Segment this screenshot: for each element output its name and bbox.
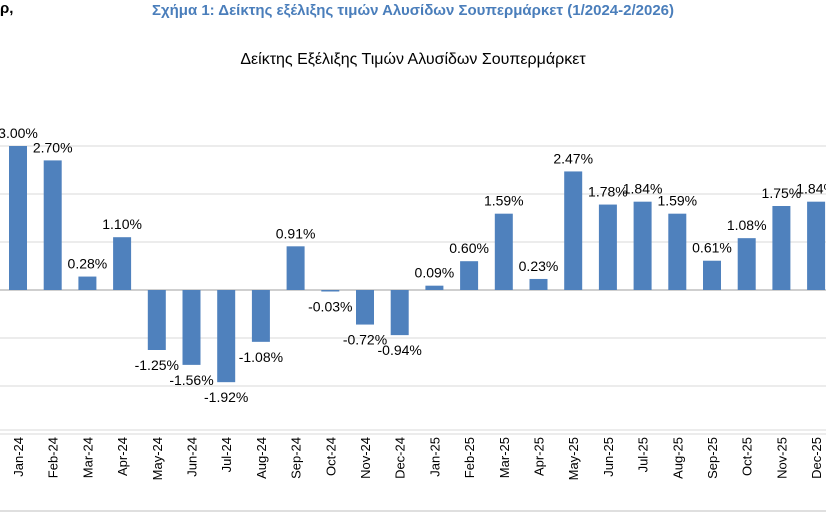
x-tick-label: Jan-24 — [11, 437, 26, 477]
bar-may-25 — [564, 171, 583, 290]
x-tick-label: Sep-24 — [289, 437, 304, 479]
x-tick-label: Mar-25 — [497, 437, 512, 478]
bar-aug-24 — [251, 290, 270, 342]
bar-mar-24 — [78, 276, 97, 290]
data-label: 1.78% — [588, 184, 628, 200]
bar-feb-25 — [460, 261, 479, 290]
bar-may-24 — [147, 290, 166, 350]
data-label: 1.59% — [484, 193, 524, 209]
bar-feb-24 — [43, 160, 62, 290]
gridlines — [0, 145, 826, 512]
x-tick-label: Jul-24 — [219, 437, 234, 472]
data-label: 2.70% — [33, 139, 73, 155]
data-label: 1.84% — [623, 181, 663, 197]
data-labels: 3.00%2.70% 0.28% 1.10% -1.25%-1.56%-1.92% -1… — [0, 125, 826, 405]
bar-sep-24 — [286, 246, 305, 290]
bar-nov-25 — [772, 206, 791, 290]
bar-dec-24 — [390, 290, 409, 336]
data-label: 0.28% — [68, 256, 108, 272]
bar-oct-24 — [321, 290, 340, 292]
data-label: 1.84% — [796, 181, 826, 197]
data-label: 1.75% — [762, 185, 802, 201]
data-label: 0.91% — [276, 225, 316, 241]
x-tick-label: Jul-25 — [636, 437, 651, 472]
data-label: 1.10% — [102, 216, 142, 232]
x-tick-label: May-25 — [566, 437, 581, 480]
figure-caption: Σχήμα 1: Δείκτης εξέλιξης τιμών Αλυσίδων… — [151, 2, 675, 19]
data-label: 0.23% — [519, 258, 559, 274]
bar-dec-25 — [807, 201, 826, 290]
x-tick-labels: Jan-24 Feb-24 Mar-24 Apr-24 May-24 Jun-24 Jul-… — [11, 437, 824, 480]
data-label: 0.09% — [415, 265, 455, 281]
x-tick-label: Jun-24 — [185, 437, 200, 477]
x-tick-label: May-24 — [150, 437, 165, 480]
x-tick-label: Jun-25 — [601, 437, 616, 477]
data-label: 1.08% — [727, 217, 767, 233]
x-tick-label: Nov-24 — [358, 437, 373, 479]
data-label: -0.72% — [343, 332, 387, 348]
x-tick-label: Mar-24 — [80, 437, 95, 478]
bars — [9, 146, 826, 383]
x-tick-label: Apr-24 — [115, 437, 130, 476]
bar-jan-25 — [425, 285, 444, 290]
data-label: -0.03% — [308, 298, 352, 314]
x-tick-label: Aug-25 — [670, 437, 685, 479]
x-tick-label: Apr-25 — [532, 437, 547, 476]
data-label: -1.92% — [204, 389, 248, 405]
bar-aug-25 — [668, 213, 687, 290]
x-tick-label: Oct-25 — [740, 437, 755, 476]
chart-title: Δείκτης Εξέλιξης Τιμών Αλυσίδων Σουπερμά… — [240, 51, 586, 68]
x-tick-label: Jan-25 — [427, 437, 442, 477]
bar-jan-24 — [9, 146, 27, 290]
x-tick-label: Dec-25 — [809, 437, 824, 479]
x-tick-label: Feb-24 — [46, 437, 61, 478]
x-tick-label: Dec-24 — [393, 437, 408, 479]
x-tick-label: Sep-25 — [705, 437, 720, 479]
bar-jun-25 — [598, 204, 617, 290]
data-label: -1.25% — [135, 357, 179, 373]
bar-oct-25 — [737, 238, 756, 290]
bar-jul-25 — [633, 201, 652, 290]
data-label: 1.59% — [657, 193, 697, 209]
data-label: 0.60% — [449, 240, 489, 256]
bar-apr-24 — [113, 237, 132, 290]
data-label: 0.61% — [692, 240, 732, 256]
bar-jun-24 — [182, 290, 201, 365]
x-tick-label: Aug-24 — [254, 437, 269, 479]
x-tick-label: Feb-25 — [462, 437, 477, 478]
data-label: 2.47% — [553, 150, 593, 166]
bar-nov-24 — [356, 290, 374, 325]
x-tick-label: Nov-25 — [774, 437, 789, 479]
corner-mark: ρ, — [0, 0, 14, 17]
data-label: -1.08% — [239, 349, 283, 365]
data-label: -0.94% — [378, 342, 422, 358]
bar-jul-24 — [217, 290, 236, 383]
bar-apr-25 — [529, 278, 548, 290]
bar-sep-25 — [703, 260, 721, 290]
data-label: -1.56% — [169, 372, 213, 388]
x-tick-label: Oct-24 — [323, 437, 338, 476]
data-label: 3.00% — [0, 125, 38, 141]
bar-mar-25 — [494, 213, 513, 290]
